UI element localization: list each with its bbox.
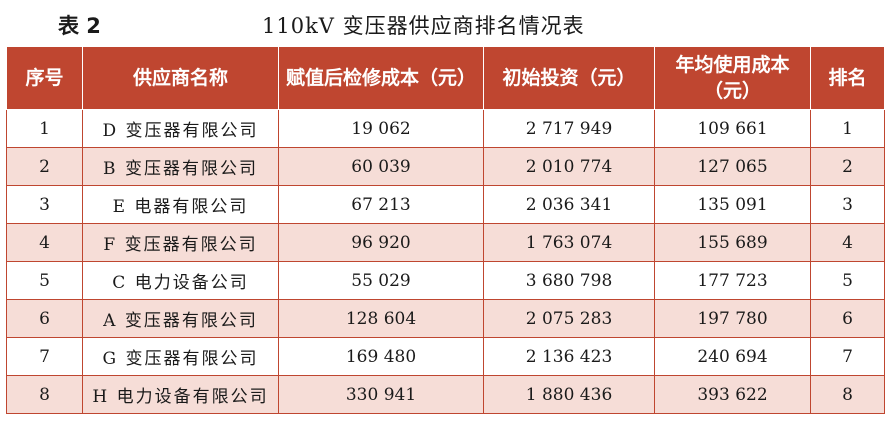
cell-supplier-name: B 变压器有限公司 bbox=[82, 147, 279, 186]
table-row: 8 H 电力设备有限公司 330 941 1 880 436 393 622 8 bbox=[6, 375, 885, 414]
cell-initial-investment: 3 680 798 bbox=[483, 261, 655, 300]
cell-serial-number: 7 bbox=[6, 337, 83, 376]
cell-initial-investment: 2 136 423 bbox=[483, 337, 655, 376]
header-annual-usage-cost: 年均使用成本（元） bbox=[654, 46, 811, 110]
cell-serial-number: 8 bbox=[6, 375, 83, 414]
cell-supplier-name: F 变压器有限公司 bbox=[82, 223, 279, 262]
cell-serial-number: 5 bbox=[6, 261, 83, 300]
cell-serial-number: 2 bbox=[6, 147, 83, 186]
cell-maintenance-cost: 169 480 bbox=[278, 337, 484, 376]
cell-rank: 6 bbox=[810, 299, 885, 338]
cell-rank: 3 bbox=[810, 185, 885, 224]
table-caption: 表 2 110kV 变压器供应商排名情况表 bbox=[0, 0, 890, 46]
table-row: 2 B 变压器有限公司 60 039 2 010 774 127 065 2 bbox=[6, 147, 885, 186]
cell-initial-investment: 1 880 436 bbox=[483, 375, 655, 414]
header-initial-investment: 初始投资（元） bbox=[483, 46, 655, 110]
cell-supplier-name: H 电力设备有限公司 bbox=[82, 375, 279, 414]
table-title: 110kV 变压器供应商排名情况表 bbox=[262, 14, 585, 38]
cell-supplier-name: A 变压器有限公司 bbox=[82, 299, 279, 338]
cell-serial-number: 1 bbox=[6, 109, 83, 148]
table-row: 6 A 变压器有限公司 128 604 2 075 283 197 780 6 bbox=[6, 299, 885, 338]
cell-initial-investment: 2 075 283 bbox=[483, 299, 655, 338]
cell-maintenance-cost: 96 920 bbox=[278, 223, 484, 262]
header-serial-number: 序号 bbox=[6, 46, 83, 110]
cell-serial-number: 6 bbox=[6, 299, 83, 338]
table-header: 序号 供应商名称 赋值后检修成本（元） 初始投资（元） 年均使用成本（元） 排名 bbox=[6, 46, 885, 110]
cell-supplier-name: C 电力设备公司 bbox=[82, 261, 279, 300]
cell-maintenance-cost: 60 039 bbox=[278, 147, 484, 186]
header-supplier-name: 供应商名称 bbox=[82, 46, 279, 110]
cell-supplier-name: E 电器有限公司 bbox=[82, 185, 279, 224]
header-rank: 排名 bbox=[810, 46, 885, 110]
cell-maintenance-cost: 67 213 bbox=[278, 185, 484, 224]
table-number-label: 表 2 bbox=[58, 14, 101, 38]
cell-initial-investment: 1 763 074 bbox=[483, 223, 655, 262]
cell-annual-usage-cost: 177 723 bbox=[654, 261, 811, 300]
table-row: 7 G 变压器有限公司 169 480 2 136 423 240 694 7 bbox=[6, 337, 885, 376]
cell-annual-usage-cost: 240 694 bbox=[654, 337, 811, 376]
header-maintenance-cost: 赋值后检修成本（元） bbox=[278, 46, 484, 110]
cell-supplier-name: D 变压器有限公司 bbox=[82, 109, 279, 148]
supplier-ranking-table: 序号 供应商名称 赋值后检修成本（元） 初始投资（元） 年均使用成本（元） 排名… bbox=[6, 46, 885, 414]
cell-serial-number: 4 bbox=[6, 223, 83, 262]
cell-rank: 1 bbox=[810, 109, 885, 148]
table-row: 5 C 电力设备公司 55 029 3 680 798 177 723 5 bbox=[6, 261, 885, 300]
cell-annual-usage-cost: 135 091 bbox=[654, 185, 811, 224]
cell-maintenance-cost: 330 941 bbox=[278, 375, 484, 414]
table-row: 3 E 电器有限公司 67 213 2 036 341 135 091 3 bbox=[6, 185, 885, 224]
table-row: 4 F 变压器有限公司 96 920 1 763 074 155 689 4 bbox=[6, 223, 885, 262]
cell-maintenance-cost: 55 029 bbox=[278, 261, 484, 300]
cell-initial-investment: 2 717 949 bbox=[483, 109, 655, 148]
cell-annual-usage-cost: 393 622 bbox=[654, 375, 811, 414]
header-row: 序号 供应商名称 赋值后检修成本（元） 初始投资（元） 年均使用成本（元） 排名 bbox=[6, 46, 885, 110]
table-row: 1 D 变压器有限公司 19 062 2 717 949 109 661 1 bbox=[6, 109, 885, 148]
cell-rank: 8 bbox=[810, 375, 885, 414]
cell-rank: 5 bbox=[810, 261, 885, 300]
table-body: 1 D 变压器有限公司 19 062 2 717 949 109 661 1 2… bbox=[6, 109, 885, 414]
cell-initial-investment: 2 010 774 bbox=[483, 147, 655, 186]
cell-rank: 7 bbox=[810, 337, 885, 376]
cell-annual-usage-cost: 109 661 bbox=[654, 109, 811, 148]
cell-initial-investment: 2 036 341 bbox=[483, 185, 655, 224]
cell-serial-number: 3 bbox=[6, 185, 83, 224]
cell-supplier-name: G 变压器有限公司 bbox=[82, 337, 279, 376]
cell-annual-usage-cost: 155 689 bbox=[654, 223, 811, 262]
cell-rank: 4 bbox=[810, 223, 885, 262]
cell-annual-usage-cost: 127 065 bbox=[654, 147, 811, 186]
cell-maintenance-cost: 19 062 bbox=[278, 109, 484, 148]
cell-annual-usage-cost: 197 780 bbox=[654, 299, 811, 338]
cell-maintenance-cost: 128 604 bbox=[278, 299, 484, 338]
cell-rank: 2 bbox=[810, 147, 885, 186]
